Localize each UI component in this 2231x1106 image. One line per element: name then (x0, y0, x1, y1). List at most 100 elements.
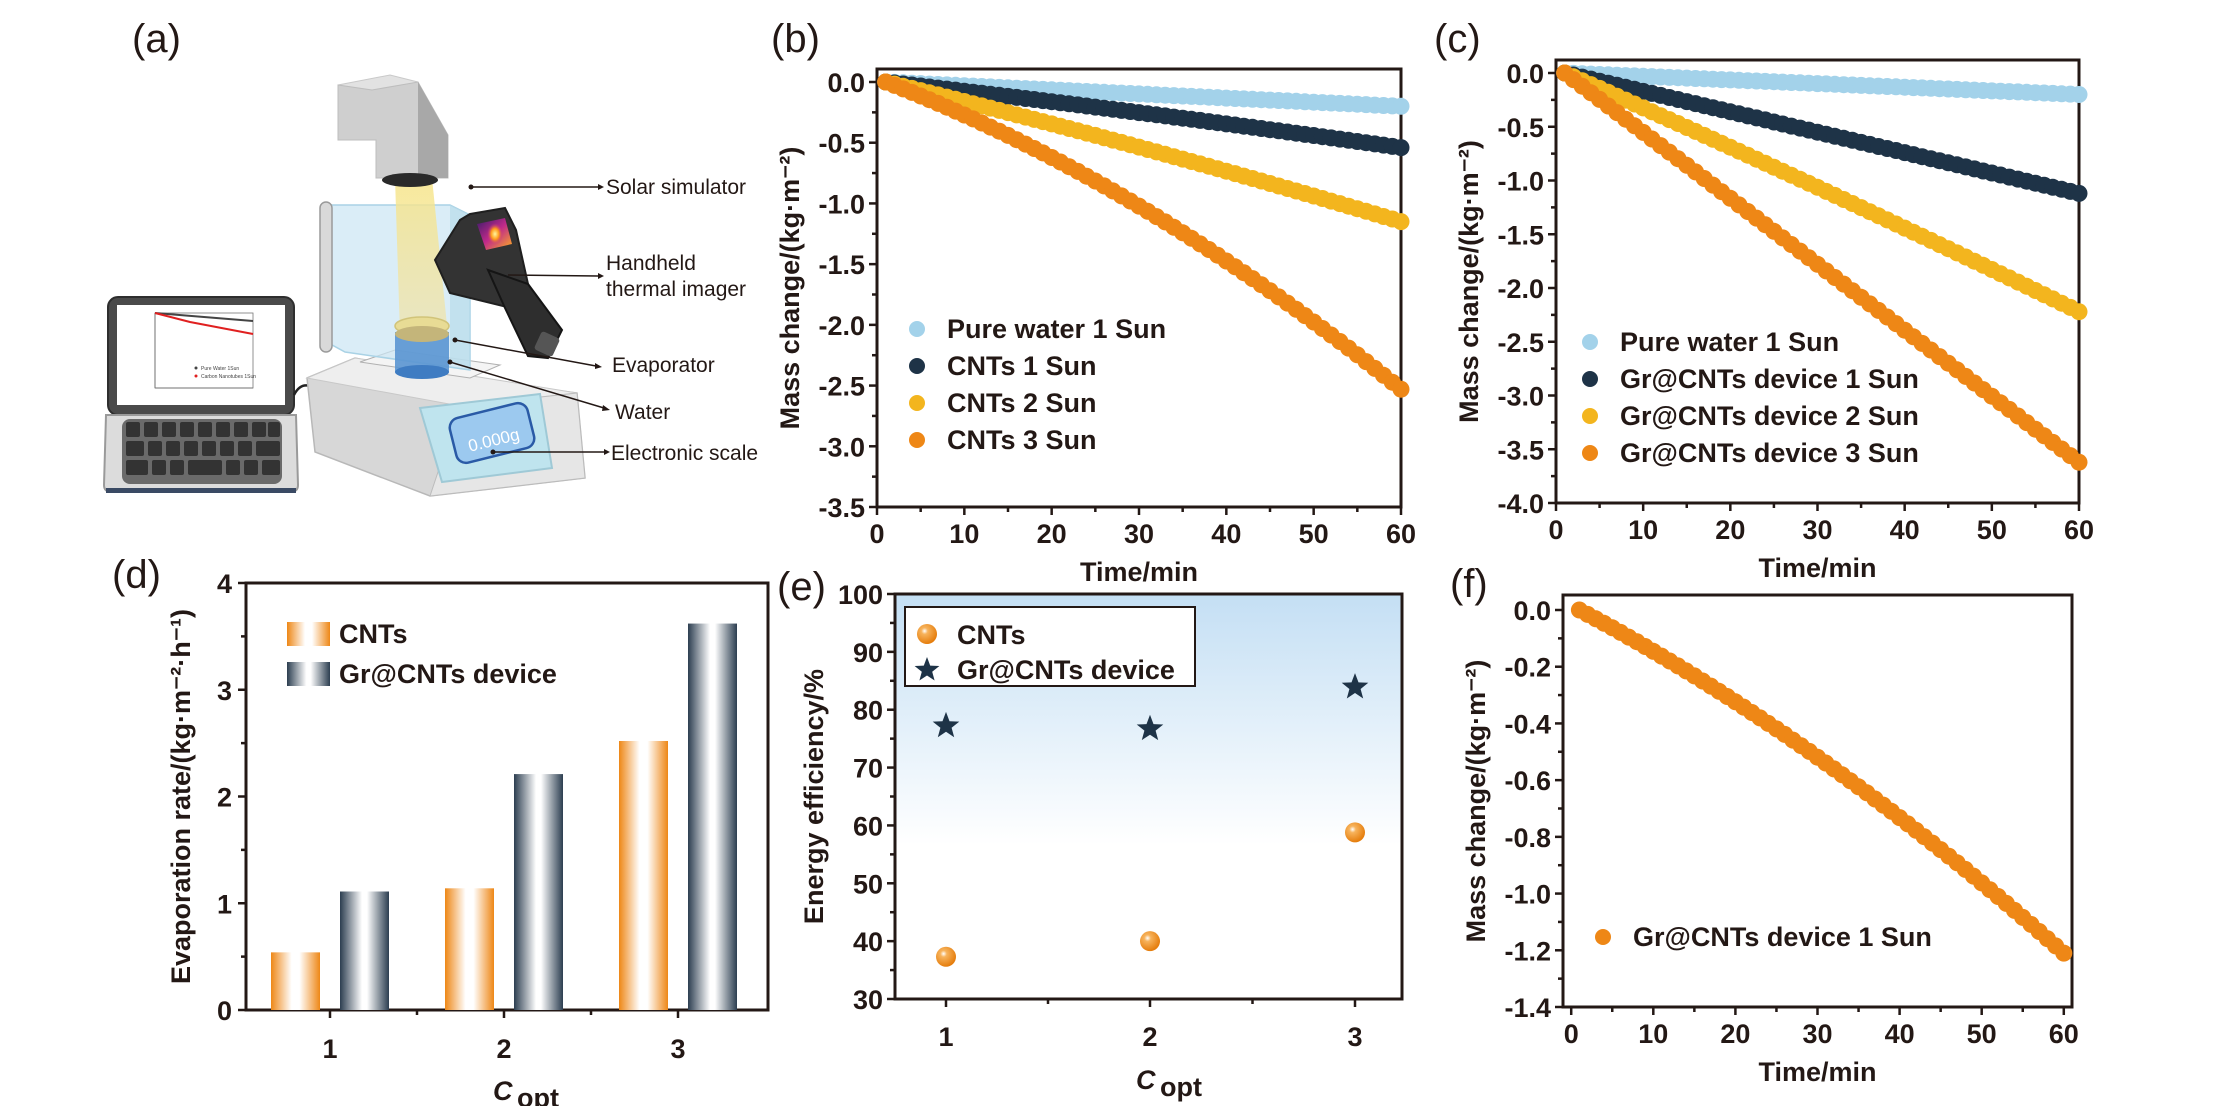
callout-solar-simulator: Solar simulator (606, 176, 746, 199)
y-tick-label: 0.0 (1513, 596, 1551, 626)
x-tick-label: 0 (869, 519, 884, 549)
y-tick-label: -1.0 (1497, 167, 1544, 197)
x-tick-label: 30 (1802, 515, 1832, 545)
y-tick-label: -3.0 (818, 432, 865, 462)
data-point (1392, 380, 1410, 398)
thermal-imager-icon (433, 206, 564, 360)
y-tick-label: 0 (217, 996, 232, 1026)
x-tick-label: 10 (1628, 515, 1658, 545)
y-tick-label: -1.5 (1497, 220, 1544, 250)
legend-label: CNTs 3 Sun (947, 425, 1097, 455)
laptop-legend-1: Pure Water 1Sun (201, 366, 239, 372)
y-tick-label: 1 (217, 889, 232, 919)
legend-label: CNTs 1 Sun (947, 351, 1097, 381)
sphere-marker (1140, 931, 1160, 952)
x-axis-title: C (1136, 1065, 1156, 1095)
x-tick-label: 10 (949, 519, 979, 549)
y-tick-label: -0.5 (818, 129, 865, 159)
y-tick-label: -3.0 (1497, 382, 1544, 412)
legend-marker (1582, 445, 1598, 461)
x-tick-label: 2 (496, 1034, 511, 1064)
y-tick-label: 80 (853, 696, 883, 726)
y-axis-title: Mass change/(kg·m⁻²) (1454, 140, 1484, 423)
y-axis-title: Energy efficiency/% (799, 669, 829, 924)
x-tick-label: 40 (1890, 515, 1920, 545)
legend-swatch (287, 662, 330, 686)
sphere-marker (936, 946, 956, 967)
y-tick-label: -1.5 (818, 250, 865, 280)
x-axis-title: Time/min (1758, 1057, 1876, 1087)
x-tick-label: 40 (1885, 1019, 1915, 1049)
bar-cnts (619, 740, 668, 1010)
panel-label-a: (a) (132, 17, 181, 61)
legend-marker (1582, 371, 1598, 387)
star-marker (932, 711, 960, 738)
legend-marker (1582, 408, 1598, 424)
y-tick-label: 90 (853, 638, 883, 668)
legend: Pure water 1 Sun CNTs 1 Sun CNTs 2 Sun CNTs… (909, 314, 1166, 455)
chart-d: 1 2 3 0 1 2 3 4 C opt Evaporation rate/(kg·m⁻²·h⁻¹… (166, 569, 770, 1106)
x-tick-label: 20 (1720, 1019, 1750, 1049)
data-point (2070, 453, 2088, 471)
x-tick-label: 50 (1977, 515, 2007, 545)
y-tick-label: -1.0 (1504, 880, 1551, 910)
series-c-0 (1556, 64, 2088, 103)
y-axis-title: Mass change/(kg·m⁻²) (775, 147, 805, 430)
y-tick-label: -0.2 (1504, 653, 1551, 683)
solar-simulator-icon (337, 74, 449, 187)
bar-cnts (271, 952, 320, 1010)
callout-evaporator: Evaporator (612, 354, 715, 377)
series-f-0 (1570, 601, 2073, 962)
legend: CNTs Gr@CNTs device (904, 606, 1196, 687)
laptop-legend-2: Carbon Nanotubes 1Sun (201, 374, 256, 380)
x-tick-label: 50 (1299, 519, 1329, 549)
x-axis-title-subscript: opt (1160, 1072, 1202, 1102)
callout-electronic-scale: Electronic scale (611, 442, 758, 465)
y-tick-label: 0.0 (1506, 59, 1544, 89)
x-tick-label: 30 (1802, 1019, 1832, 1049)
x-axis-title: C (493, 1076, 513, 1106)
x-tick-label: 60 (1386, 519, 1416, 549)
x-tick-label: 20 (1715, 515, 1745, 545)
laptop-icon: Pure Water 1Sun Carbon Nanotubes 1Sun (102, 296, 311, 493)
data-point (2070, 86, 2088, 103)
legend: Pure water 1 Sun Gr@CNTs device 1 Sun Gr@C… (1582, 327, 1919, 468)
y-tick-label: -1.2 (1504, 936, 1551, 966)
legend-label: Gr@CNTs device (339, 659, 557, 689)
x-tick-label: 60 (2049, 1019, 2079, 1049)
x-tick-label: 40 (1211, 519, 1241, 549)
x-tick-label: 2 (1142, 1022, 1157, 1052)
legend-marker-sphere (917, 624, 937, 644)
x-axis-title: Time/min (1080, 557, 1198, 587)
legend-swatch (287, 622, 330, 646)
y-tick-label: 3 (217, 676, 232, 706)
x-tick-label: 20 (1037, 519, 1067, 549)
legend-label: Gr@CNTs device (957, 655, 1175, 685)
y-tick-label: -0.5 (1497, 113, 1544, 143)
y-tick-label: -1.0 (818, 189, 865, 219)
legend-marker-star (914, 657, 940, 681)
sphere-marker (1345, 822, 1365, 843)
y-axis-title: Evaporation rate/(kg·m⁻²·h⁻¹) (166, 609, 196, 984)
legend-marker (909, 358, 925, 374)
y-tick-label: -2.5 (1497, 328, 1544, 358)
y-tick-label: -3.5 (818, 493, 865, 523)
y-tick-label: 2 (217, 783, 232, 813)
x-tick-label: 10 (1638, 1019, 1668, 1049)
legend-label: Gr@CNTs device 1 Sun (1633, 922, 1932, 952)
legend-marker (909, 432, 925, 448)
legend-marker (909, 321, 925, 337)
callout-handheld: Handheld (606, 252, 696, 275)
panel-label-f: (f) (1450, 562, 1488, 606)
y-tick-label: -4.0 (1497, 489, 1544, 519)
callout-water: Water (615, 401, 670, 424)
y-tick-label: 40 (853, 927, 883, 957)
bar-gr-cnts (688, 623, 737, 1010)
data-point (2070, 303, 2088, 321)
chart-c: 0 10 20 30 40 50 60 0.0 -0.5 -1.0 -1.5 -2.0 -2.5 -3.0… (1454, 58, 2094, 583)
data-point (1392, 139, 1410, 157)
chart-e: 1 2 3 30 40 50 60 70 80 90 100 C opt Energy efficienc… (799, 580, 1404, 1102)
legend-marker (909, 395, 925, 411)
x-tick-label: 1 (938, 1022, 953, 1052)
y-tick-label: -0.6 (1504, 766, 1551, 796)
